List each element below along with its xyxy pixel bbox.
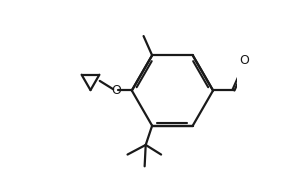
Text: O: O (239, 54, 249, 67)
Text: O: O (111, 84, 121, 97)
